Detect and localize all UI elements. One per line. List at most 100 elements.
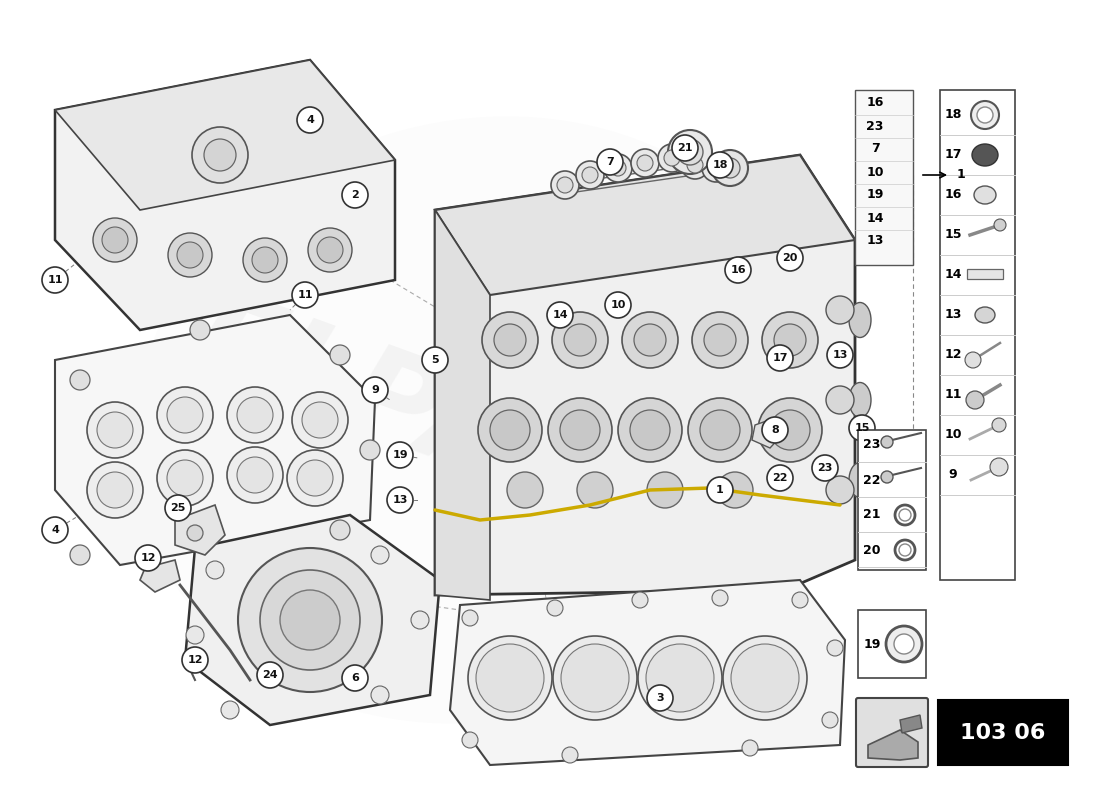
Circle shape (97, 412, 133, 448)
Circle shape (560, 410, 600, 450)
Circle shape (762, 312, 818, 368)
Circle shape (236, 397, 273, 433)
Circle shape (827, 640, 843, 656)
Circle shape (672, 135, 698, 161)
Ellipse shape (849, 302, 871, 338)
Text: 8: 8 (771, 425, 779, 435)
Bar (855, 90, 913, 265)
Circle shape (774, 324, 806, 356)
Polygon shape (752, 418, 782, 448)
Text: 13: 13 (833, 350, 848, 360)
Text: 11: 11 (47, 275, 63, 285)
Circle shape (707, 477, 733, 503)
Circle shape (462, 610, 478, 626)
Polygon shape (140, 560, 180, 592)
Circle shape (476, 644, 544, 712)
Bar (940, 90, 1015, 580)
Circle shape (664, 150, 680, 166)
Polygon shape (434, 210, 490, 600)
Circle shape (658, 144, 686, 172)
Circle shape (717, 472, 754, 508)
Circle shape (70, 545, 90, 565)
Circle shape (720, 158, 740, 178)
Circle shape (676, 139, 703, 165)
Circle shape (257, 662, 283, 688)
Text: 15: 15 (855, 423, 870, 433)
Text: 10: 10 (610, 300, 626, 310)
Circle shape (462, 732, 478, 748)
Text: 9: 9 (371, 385, 378, 395)
Circle shape (221, 701, 239, 719)
Circle shape (87, 402, 143, 458)
Text: 12: 12 (187, 655, 202, 665)
Circle shape (792, 592, 808, 608)
Circle shape (826, 476, 854, 504)
Text: a passion for: a passion for (238, 646, 382, 694)
Text: 12: 12 (944, 349, 961, 362)
Text: 1: 1 (716, 485, 724, 495)
Circle shape (387, 442, 412, 468)
Circle shape (478, 398, 542, 462)
Circle shape (712, 590, 728, 606)
Circle shape (308, 228, 352, 272)
Circle shape (411, 611, 429, 629)
Text: 16: 16 (730, 265, 746, 275)
Text: 11: 11 (297, 290, 312, 300)
Text: 17: 17 (772, 353, 788, 363)
Circle shape (482, 312, 538, 368)
Circle shape (767, 345, 793, 371)
Circle shape (422, 347, 448, 373)
Circle shape (135, 545, 161, 571)
Polygon shape (55, 60, 395, 330)
Polygon shape (434, 155, 855, 595)
Text: 19: 19 (867, 189, 883, 202)
Circle shape (576, 161, 604, 189)
Circle shape (742, 740, 758, 756)
Text: 16: 16 (867, 97, 883, 110)
Circle shape (468, 636, 552, 720)
Text: 21: 21 (678, 143, 693, 153)
Text: 13: 13 (944, 309, 961, 322)
Circle shape (826, 296, 854, 324)
Polygon shape (450, 580, 845, 765)
Circle shape (302, 402, 338, 438)
Circle shape (362, 377, 388, 403)
Text: 14: 14 (944, 269, 961, 282)
Circle shape (87, 462, 143, 518)
Circle shape (994, 219, 1006, 231)
Circle shape (971, 101, 999, 129)
Text: 18: 18 (713, 160, 728, 170)
FancyBboxPatch shape (856, 698, 928, 767)
Circle shape (966, 391, 984, 409)
Circle shape (647, 685, 673, 711)
Circle shape (360, 440, 379, 460)
Circle shape (827, 342, 853, 368)
Circle shape (965, 352, 981, 368)
Circle shape (238, 548, 382, 692)
Ellipse shape (849, 462, 871, 498)
Circle shape (371, 546, 389, 564)
Text: 1: 1 (957, 169, 966, 182)
Circle shape (42, 267, 68, 293)
Circle shape (182, 647, 208, 673)
Circle shape (564, 324, 596, 356)
Circle shape (157, 387, 213, 443)
Text: 103 06: 103 06 (960, 723, 1046, 743)
Circle shape (605, 292, 631, 318)
Ellipse shape (974, 186, 996, 204)
Bar (858, 610, 926, 678)
Text: 13: 13 (393, 495, 408, 505)
Circle shape (297, 107, 323, 133)
Circle shape (688, 157, 703, 173)
Text: 23: 23 (867, 119, 883, 133)
Circle shape (280, 590, 340, 650)
Text: 4: 4 (51, 525, 59, 535)
Circle shape (252, 247, 278, 273)
Circle shape (167, 460, 204, 496)
Text: 2: 2 (351, 190, 359, 200)
Circle shape (688, 398, 752, 462)
Circle shape (646, 644, 714, 712)
Circle shape (770, 410, 810, 450)
Circle shape (561, 644, 629, 712)
Bar (967, 269, 1003, 279)
